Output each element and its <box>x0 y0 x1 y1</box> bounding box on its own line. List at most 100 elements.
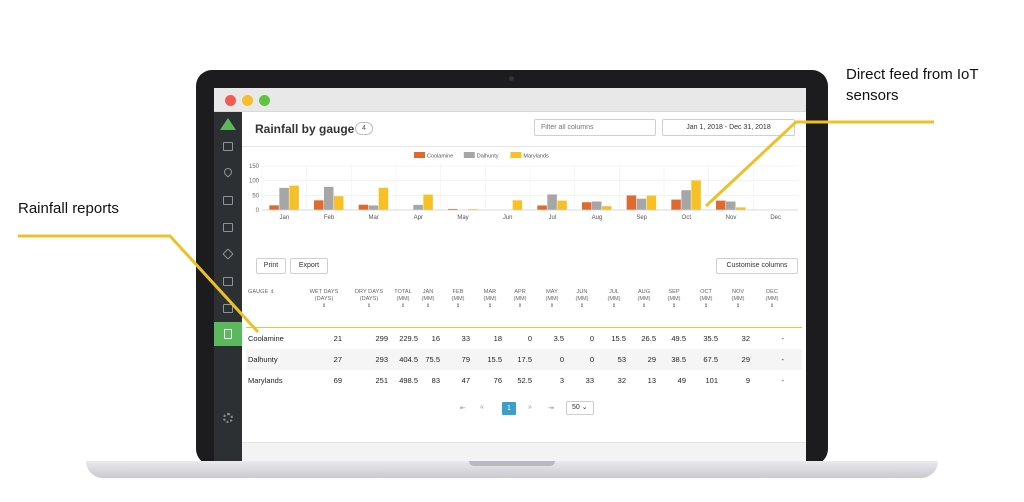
table-cell: - <box>781 334 785 343</box>
rainfall-bar-chart: 0 50 100 150 Jan Feb Mar Apr May Jun Jul Aug Sep Oct N… <box>249 152 798 221</box>
column-header-label: JUN <box>576 289 588 295</box>
column-header[interactable]: DEC (MM) ⇕ <box>760 289 784 310</box>
table-cell: 33 <box>461 334 470 343</box>
tag-icon <box>222 248 234 260</box>
table-cell: 0 <box>559 355 564 364</box>
sidebar-item-clipboard[interactable] <box>214 296 242 320</box>
next-page-button[interactable]: » <box>528 404 532 411</box>
column-header-unit: (MM) <box>451 296 465 302</box>
column-header[interactable]: MAY (MM) ⇕ <box>540 289 564 310</box>
column-header[interactable]: WET DAYS (DAYS) ⇕ <box>306 289 342 310</box>
bar-marylands <box>691 180 701 210</box>
column-header[interactable]: NOV (MM) ⇕ <box>726 289 750 310</box>
x-tick-label: Jul <box>548 215 556 221</box>
prev-page-button[interactable]: « <box>480 404 484 411</box>
sidebar-item-tags[interactable] <box>214 242 242 266</box>
footer-bar <box>242 442 806 461</box>
page-size-select[interactable]: 50 ⌄ <box>566 401 594 415</box>
column-header[interactable]: GAUGE ⇕ <box>248 289 308 296</box>
column-header[interactable]: TOTAL (MM) ⇕ <box>388 289 418 310</box>
x-tick-label: Aug <box>592 215 603 221</box>
table-cell: 3.5 <box>553 334 564 343</box>
table-cell: 27 <box>333 355 342 364</box>
app-logo <box>220 118 236 130</box>
sort-icon: ⇕ <box>270 289 275 295</box>
date-range-picker[interactable]: Jan 1, 2018 - Dec 31, 2018 <box>662 119 795 136</box>
table-row[interactable]: Marylands 69 251 498.5 83 47 76 52.5 3 33 32 13 49 10… <box>246 370 802 391</box>
table-cell: - <box>781 376 785 385</box>
column-header-unit: (MM) <box>575 296 589 302</box>
column-header[interactable]: SEP (MM) ⇕ <box>662 289 686 310</box>
sort-icon: ⇕ <box>455 303 461 309</box>
x-tick-label: Feb <box>324 215 335 221</box>
table-row[interactable]: Coolamine 21 299 229.5 16 33 18 0 3.5 0 15.5 26.5 49… <box>246 328 802 349</box>
bar-dalhunty <box>592 201 602 210</box>
column-header[interactable]: OCT (MM) ⇕ <box>694 289 718 310</box>
table-cell: 53 <box>617 355 626 364</box>
sidebar-item-locations[interactable] <box>214 160 242 184</box>
column-header[interactable]: MAR (MM) ⇕ <box>478 289 502 310</box>
column-header-label: FEB <box>452 289 464 295</box>
maximize-window-button[interactable] <box>259 95 270 106</box>
x-tick-label: May <box>457 215 468 221</box>
customise-columns-button[interactable]: Customise columns <box>716 258 798 274</box>
callout-rainfall-text: Rainfall reports <box>18 200 119 217</box>
bar-marylands <box>736 207 746 210</box>
column-header[interactable]: APR (MM) ⇕ <box>508 289 532 310</box>
table-cell: 15.5 <box>611 334 626 343</box>
laptop-notch <box>469 461 555 466</box>
bar-dalhunty <box>636 198 647 210</box>
bar-dalhunty <box>413 204 423 210</box>
bar-coolamine <box>537 205 547 210</box>
column-header-unit: (MM) <box>765 296 779 302</box>
sidebar-item-calendar[interactable] <box>214 188 242 212</box>
pin-icon <box>222 166 234 178</box>
table-cell: 13 <box>647 376 656 385</box>
table-cell: 32 <box>741 334 750 343</box>
column-header[interactable]: JAN (MM) ⇕ <box>416 289 440 310</box>
sidebar-item-dashboard[interactable] <box>214 134 242 158</box>
column-header[interactable]: AUG (MM) ⇕ <box>632 289 656 310</box>
column-header-unit: (DAYS) <box>359 296 379 302</box>
bar-marylands <box>423 194 433 210</box>
filter-input[interactable] <box>534 119 656 136</box>
x-tick-label: Sep <box>636 215 647 221</box>
current-page-button[interactable]: 1 <box>502 402 516 415</box>
main-content: Rainfall by gauge 4 Jan 1, 2018 - Dec 31… <box>242 112 806 461</box>
table-cell: 47 <box>461 376 470 385</box>
column-header[interactable]: DRY DAYS (DAYS) ⇕ <box>350 289 388 310</box>
sidebar-item-settings[interactable] <box>214 406 242 430</box>
x-tick-label: Oct <box>682 215 692 221</box>
y-tick-label: 0 <box>256 208 260 214</box>
minimize-window-button[interactable] <box>242 95 253 106</box>
column-header[interactable]: JUL (MM) ⇕ <box>602 289 626 310</box>
last-page-button[interactable]: ⇥ <box>548 405 554 412</box>
column-header-unit: (MM) <box>396 296 410 302</box>
column-header[interactable]: FEB (MM) ⇕ <box>446 289 470 310</box>
column-header[interactable]: JUN (MM) ⇕ <box>570 289 594 310</box>
column-header-label: MAR <box>483 289 497 295</box>
table-cell: 21 <box>333 334 342 343</box>
bar-coolamine <box>358 204 369 210</box>
table-cell: 76 <box>493 376 502 385</box>
gauge-name-cell: Coolamine <box>248 334 284 343</box>
sort-icon: ⇕ <box>321 303 327 309</box>
table-cell: 49.5 <box>671 334 686 343</box>
calendar-icon <box>223 195 233 205</box>
bar-marylands <box>289 185 299 210</box>
report-icon <box>224 329 232 339</box>
sidebar-item-reports[interactable] <box>214 322 242 346</box>
close-window-button[interactable] <box>225 95 236 106</box>
column-header-label: MAY <box>546 289 558 295</box>
export-button[interactable]: Export <box>290 258 328 274</box>
legend-swatch <box>463 152 475 158</box>
sidebar-item-mail[interactable] <box>214 269 242 293</box>
table-row[interactable]: Dalhunty 27 293 404.5 75.5 79 15.5 17.5 0 0 53 29 38… <box>246 349 802 370</box>
legend-swatch <box>510 152 522 158</box>
first-page-button[interactable]: ⇤ <box>460 405 466 412</box>
sidebar-item-list[interactable] <box>214 215 242 239</box>
legend-label: Coolamine <box>427 154 453 160</box>
print-button[interactable]: Print <box>256 258 286 274</box>
sort-icon: ⇕ <box>579 303 585 309</box>
rainfall-table: GAUGE ⇕ WET DAYS (DAYS) ⇕ DRY DAYS (DAYS) ⇕ TOTA… <box>246 286 802 391</box>
